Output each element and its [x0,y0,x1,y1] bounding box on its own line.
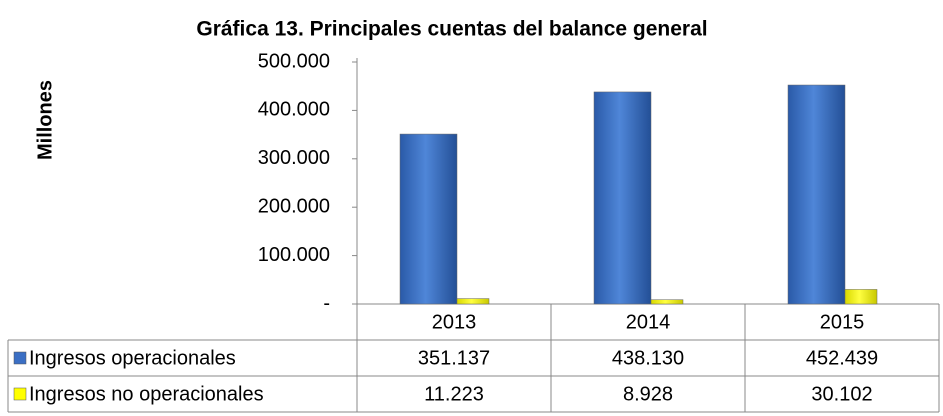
y-axis-label: Millones [34,80,56,160]
table-value: 438.130 [612,347,684,369]
x-tick-label: 2015 [820,311,865,333]
legend-swatch [13,387,27,401]
bar [593,91,652,305]
legend-label: Ingresos no operacionales [29,383,264,405]
table-value: 452.439 [806,347,878,369]
bar [456,298,490,305]
y-tick-label: 100.000 [258,244,330,266]
y-tick-label: 500.000 [258,50,330,72]
legend-swatch [13,351,27,365]
table-value: 8.928 [623,383,673,405]
bar [650,299,684,305]
table-value: 11.223 [424,383,484,405]
table-value: 30.102 [811,383,872,405]
y-tick-label: 400.000 [258,99,330,121]
bar [787,84,846,305]
y-tick-label: - [323,292,330,314]
bar [399,133,458,305]
x-tick-label: 2014 [626,311,671,333]
legend-label: Ingresos operacionales [29,347,236,369]
x-tick-label: 2013 [432,311,477,333]
table-value: 351.137 [418,347,490,369]
y-tick-label: 200.000 [258,195,330,217]
bar [844,289,878,305]
y-tick-label: 300.000 [258,147,330,169]
chart-title: Gráfica 13. Principales cuentas del bala… [196,18,707,41]
